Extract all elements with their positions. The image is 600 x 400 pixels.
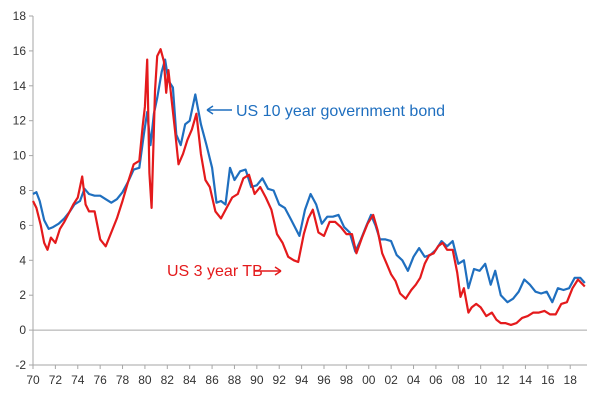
annotation-10-year-bond: US 10 year government bond <box>206 103 445 120</box>
x-tick-label: 94 <box>295 373 309 387</box>
y-tick-label: 18 <box>13 9 27 23</box>
y-tick-label: 0 <box>19 323 26 337</box>
x-tick-label: 14 <box>519 373 533 387</box>
y-tick-label: 16 <box>13 44 27 58</box>
x-tick-label: 00 <box>362 373 376 387</box>
x-tick-label: 88 <box>228 373 242 387</box>
y-tick-label: 10 <box>13 149 27 163</box>
y-tick-label: 14 <box>13 79 27 93</box>
y-tick-label: 4 <box>19 253 26 267</box>
series-layer <box>32 48 586 326</box>
x-tick-label: 18 <box>564 373 578 387</box>
x-tick-label: 82 <box>161 373 175 387</box>
x-tick-label: 90 <box>250 373 264 387</box>
x-tick-label: 84 <box>183 373 197 387</box>
series-line-3-year-tb <box>32 48 586 326</box>
y-tick-label: 2 <box>19 288 26 302</box>
y-tick-label: 6 <box>19 218 26 232</box>
y-axis-ticks: -2 0 2 4 6 8 10 12 14 16 18 <box>13 9 33 372</box>
y-tick-label: -2 <box>15 358 26 372</box>
x-tick-label: 92 <box>273 373 287 387</box>
x-tick-label: 70 <box>26 373 40 387</box>
annotation-3-year-tb-label: US 3 year TB <box>167 263 263 280</box>
y-tick-label: 12 <box>13 114 27 128</box>
x-tick-label: 86 <box>205 373 219 387</box>
series-line-10-year-bond <box>32 58 586 304</box>
x-tick-label: 80 <box>138 373 152 387</box>
x-axis-ticks: 70 72 74 76 78 80 82 84 86 88 90 92 94 96 98 00 02 04 06 08… <box>26 365 577 387</box>
x-tick-label: 16 <box>541 373 555 387</box>
annotation-3-year-tb: US 3 year TB <box>167 263 282 280</box>
x-tick-label: 74 <box>71 373 85 387</box>
arrow-head-icon <box>274 266 282 276</box>
x-tick-label: 72 <box>49 373 63 387</box>
x-tick-label: 08 <box>452 373 466 387</box>
x-tick-label: 76 <box>93 373 107 387</box>
x-tick-label: 04 <box>407 373 421 387</box>
x-tick-label: 78 <box>116 373 130 387</box>
y-tick-label: 8 <box>19 184 26 198</box>
x-tick-label: 10 <box>474 373 488 387</box>
x-tick-label: 06 <box>429 373 443 387</box>
x-tick-label: 98 <box>340 373 354 387</box>
annotation-10-year-bond-label: US 10 year government bond <box>236 103 445 120</box>
arrow-head-icon <box>206 105 214 115</box>
x-tick-label: 12 <box>496 373 510 387</box>
x-tick-label: 96 <box>317 373 331 387</box>
x-tick-label: 02 <box>384 373 398 387</box>
